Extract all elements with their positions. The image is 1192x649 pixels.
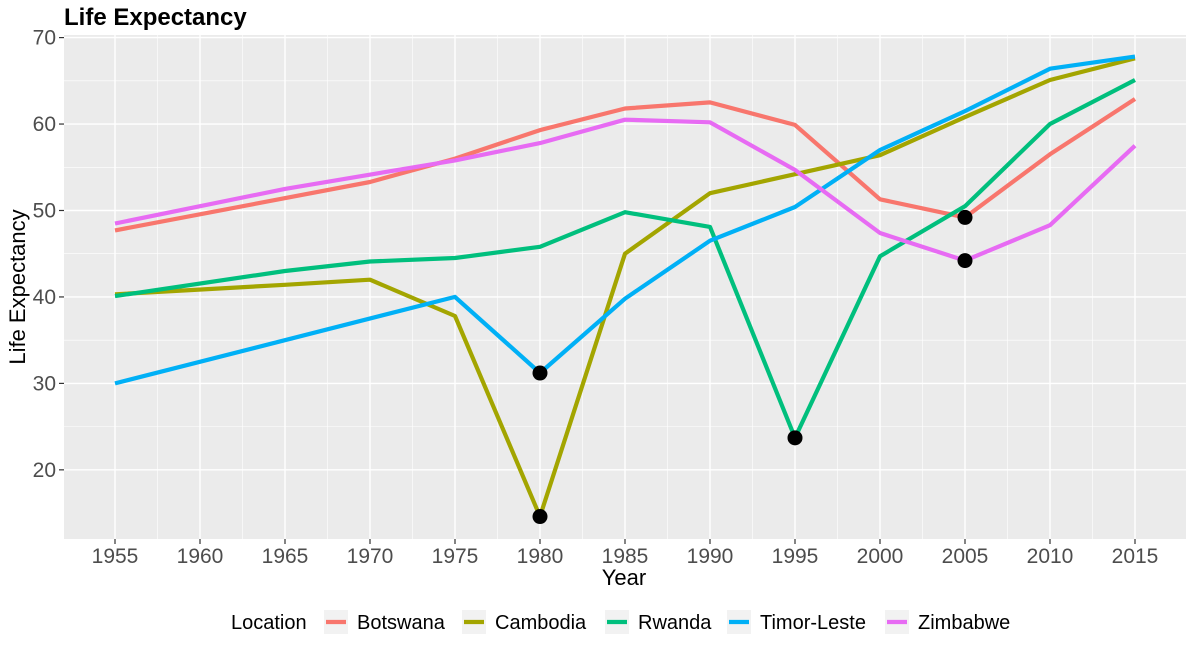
x-tick-label: 1985 — [602, 545, 649, 568]
x-tick-label: 1995 — [772, 545, 819, 568]
x-tick-label: 2010 — [1027, 545, 1074, 568]
y-tick-label: 60 — [33, 113, 56, 136]
legend-label: Timor-Leste — [760, 612, 866, 634]
y-tick-label: 20 — [33, 459, 56, 482]
legend-label: Cambodia — [495, 612, 587, 634]
x-tick-label: 1960 — [177, 545, 224, 568]
highlight-points — [532, 209, 973, 525]
legend-title: Location — [231, 612, 307, 634]
highlight-point — [532, 365, 548, 381]
axes: 1955 1960 1965 1970 1975 1980 1985 1990 1995 2000… — [33, 27, 1159, 568]
x-tick-label: 2000 — [857, 545, 904, 568]
x-tick-label: 1990 — [687, 545, 734, 568]
legend-label: Botswana — [357, 612, 446, 634]
highlight-point — [957, 253, 973, 269]
x-axis-title: Year — [602, 565, 646, 590]
legend-label: Rwanda — [638, 612, 712, 634]
series-line-zimbabwe — [114, 117, 1137, 263]
y-tick-label: 70 — [33, 27, 56, 50]
x-tick-label: 1970 — [347, 545, 394, 568]
y-tick-label: 30 — [33, 372, 56, 395]
series-lines — [114, 54, 1137, 519]
x-tick-label: 1955 — [92, 545, 139, 568]
x-tick-label: 2015 — [1112, 545, 1159, 568]
highlight-point — [957, 209, 973, 225]
x-tick-label: 2005 — [942, 545, 989, 568]
series-line-cambodia — [114, 56, 1136, 519]
y-tick-label: 40 — [33, 286, 56, 309]
x-tick-label: 1965 — [262, 545, 309, 568]
legend-label: Zimbabwe — [918, 612, 1010, 634]
x-tick-label: 1980 — [517, 545, 564, 568]
series-line-rwanda — [114, 78, 1136, 440]
chart-title: Life Expectancy — [64, 4, 247, 31]
legend: Location Botswana Cambodia Rwanda Timor-Les… — [231, 610, 1010, 634]
y-tick-label: 50 — [33, 199, 56, 222]
highlight-point — [532, 509, 548, 525]
x-tick-label: 1975 — [432, 545, 479, 568]
series-line-timor-leste — [114, 54, 1136, 386]
highlight-point — [787, 430, 803, 446]
y-axis-title: Life Expectancy — [5, 209, 30, 364]
